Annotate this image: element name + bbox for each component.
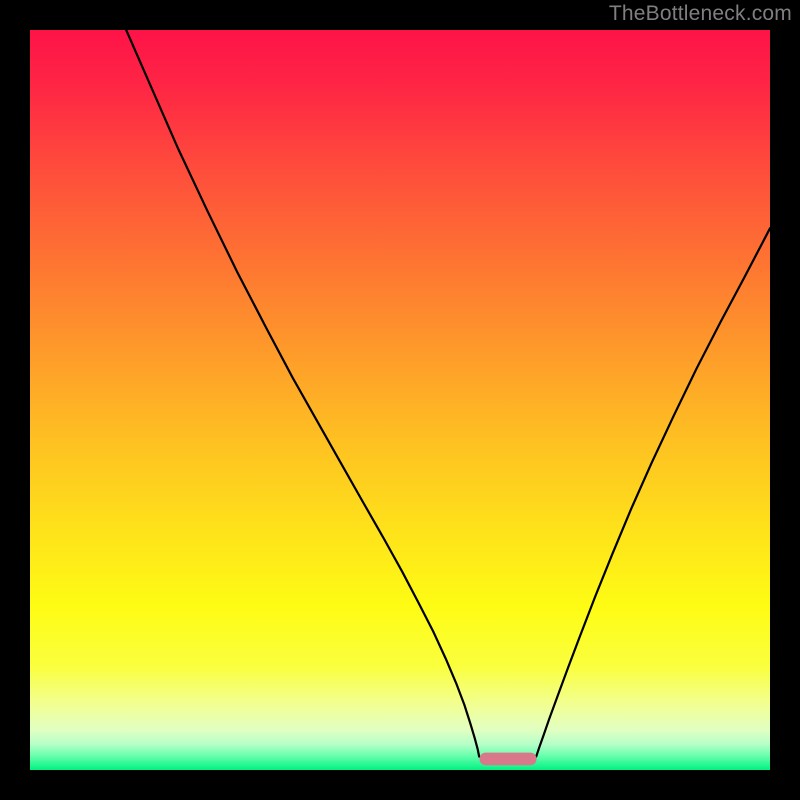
bottleneck-marker (480, 753, 537, 766)
plot-background (30, 30, 770, 770)
bottleneck-chart (0, 0, 800, 800)
watermark-text: TheBottleneck.com (609, 2, 792, 26)
